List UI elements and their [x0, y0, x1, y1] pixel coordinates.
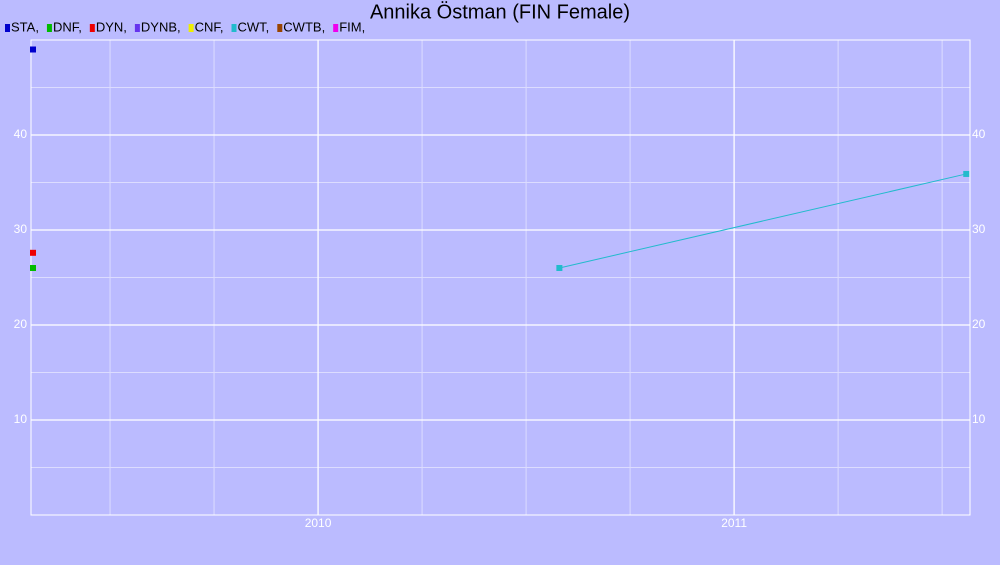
- data-point: [556, 265, 563, 271]
- y2-tick-label: 20: [972, 317, 986, 331]
- data-point: [30, 265, 36, 271]
- data-point: [30, 46, 36, 53]
- legend-swatch: [277, 24, 283, 32]
- legend-label: DNF,: [53, 19, 82, 34]
- legend-label: DYNB,: [141, 19, 181, 34]
- legend-label: CNF,: [195, 19, 224, 34]
- legend-label: DYN,: [96, 19, 127, 34]
- data-point: [963, 170, 970, 177]
- legend-swatch: [89, 24, 95, 32]
- data-point: [30, 249, 36, 256]
- chart-title: Annika Östman (FIN Female): [370, 1, 630, 23]
- legend-label: STA,: [11, 19, 39, 34]
- legend-label: CWT,: [238, 19, 270, 34]
- legend-swatch: [231, 24, 237, 32]
- series-line: [559, 173, 967, 269]
- legend-label: FIM,: [339, 19, 365, 34]
- y-tick-label: 10: [14, 412, 28, 426]
- y2-tick-label: 40: [972, 127, 986, 141]
- y2-tick-label: 30: [972, 222, 986, 236]
- x-tick-label: 2011: [721, 516, 747, 530]
- legend-swatch: [46, 24, 52, 32]
- y2-tick-label: 10: [972, 412, 986, 426]
- y-tick-label: 30: [14, 222, 28, 236]
- legend-swatch: [134, 24, 140, 32]
- y-tick-label: 40: [14, 127, 28, 141]
- legend-swatch: [5, 24, 10, 32]
- legend-swatch: [188, 24, 194, 32]
- legend-label: CWTB,: [283, 19, 325, 34]
- legend-swatch: [333, 24, 339, 32]
- plot-frame: [30, 39, 971, 516]
- y-tick-label: 20: [14, 317, 28, 331]
- x-tick-label: 2010: [305, 516, 332, 530]
